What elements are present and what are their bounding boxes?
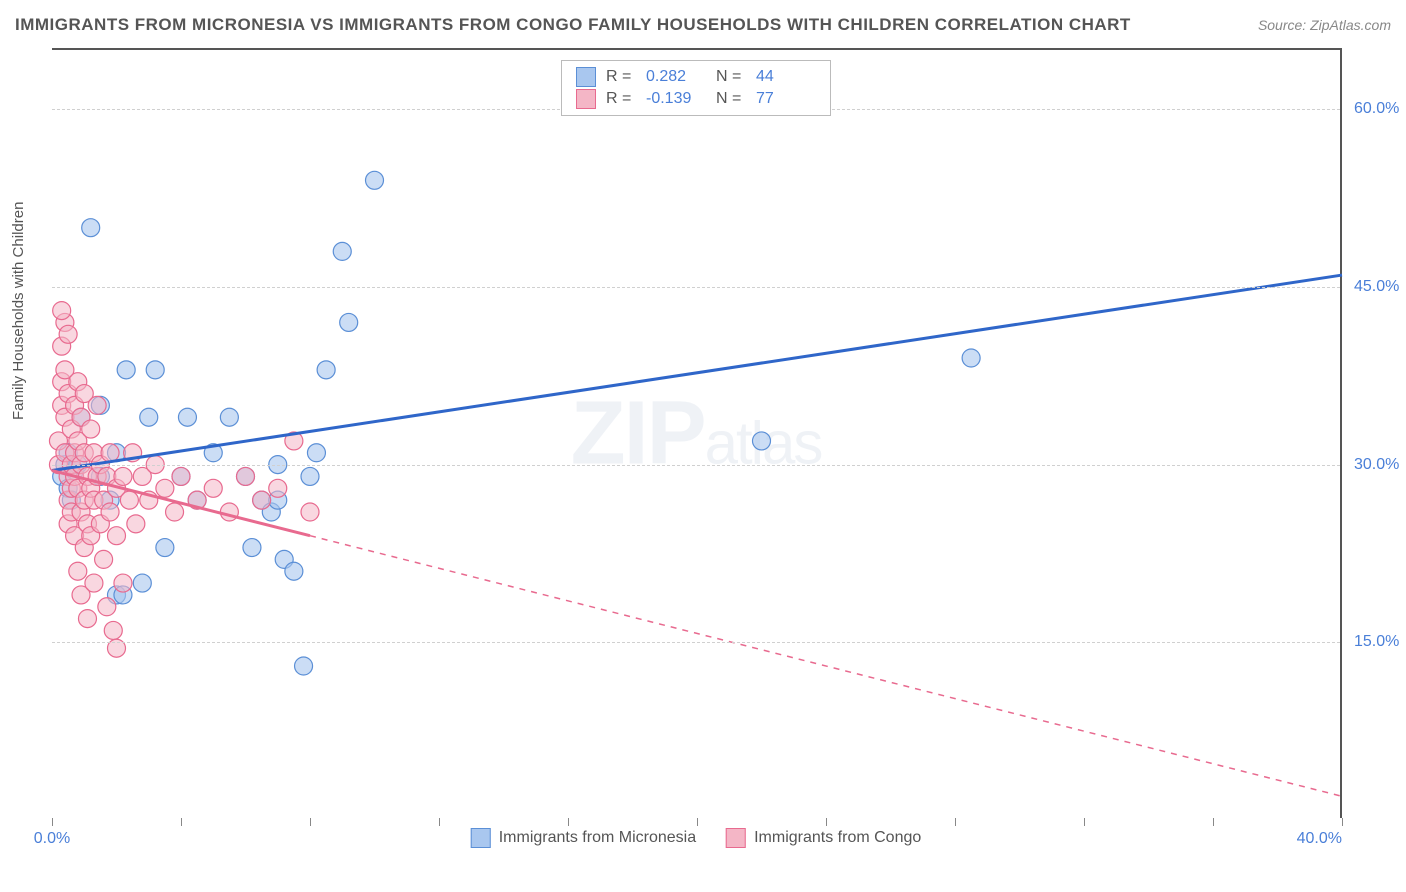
data-point xyxy=(172,467,190,485)
data-point xyxy=(59,325,77,343)
data-point xyxy=(117,361,135,379)
data-point xyxy=(220,408,238,426)
x-tick xyxy=(697,818,698,826)
chart-title: IMMIGRANTS FROM MICRONESIA VS IMMIGRANTS… xyxy=(15,15,1131,35)
data-point xyxy=(178,408,196,426)
swatch-icon xyxy=(726,828,746,848)
series-legend: Immigrants from Micronesia Immigrants fro… xyxy=(471,828,922,848)
swatch-icon xyxy=(576,89,596,109)
x-tick xyxy=(52,818,53,826)
data-point xyxy=(269,479,287,497)
x-tick xyxy=(310,818,311,826)
y-axis-label: Family Households with Children xyxy=(10,202,27,420)
stats-row: R = -0.139 N = 77 xyxy=(576,89,816,109)
chart-plot-area: ZIPatlas R =0.282N =44R =-0.139N =77 Imm… xyxy=(52,48,1342,818)
legend-label: Immigrants from Congo xyxy=(754,829,921,847)
gridline xyxy=(52,465,1340,466)
trend-line-ext xyxy=(310,536,1342,797)
n-value: 77 xyxy=(756,90,816,108)
data-point xyxy=(114,574,132,592)
data-point xyxy=(237,467,255,485)
data-point xyxy=(114,467,132,485)
data-point xyxy=(104,621,122,639)
x-tick-label: 40.0% xyxy=(1297,830,1342,848)
legend-item: Immigrants from Micronesia xyxy=(471,828,696,848)
data-point xyxy=(301,503,319,521)
x-tick xyxy=(955,818,956,826)
data-point xyxy=(204,479,222,497)
data-point xyxy=(333,242,351,260)
n-label: N = xyxy=(716,90,746,108)
data-point xyxy=(295,657,313,675)
data-point xyxy=(82,219,100,237)
x-tick-label: 0.0% xyxy=(34,830,70,848)
x-tick xyxy=(439,818,440,826)
y-tick-label: 15.0% xyxy=(1344,633,1399,651)
y-tick-label: 60.0% xyxy=(1344,100,1399,118)
data-point xyxy=(366,171,384,189)
n-label: N = xyxy=(716,68,746,86)
data-point xyxy=(127,515,145,533)
data-point xyxy=(753,432,771,450)
x-tick xyxy=(1084,818,1085,826)
data-point xyxy=(146,361,164,379)
data-point xyxy=(156,539,174,557)
data-point xyxy=(253,491,271,509)
data-point xyxy=(243,539,261,557)
swatch-icon xyxy=(576,67,596,87)
legend-item: Immigrants from Congo xyxy=(726,828,921,848)
y-tick-label: 45.0% xyxy=(1344,278,1399,296)
data-point xyxy=(108,527,126,545)
r-value: -0.139 xyxy=(646,90,706,108)
data-point xyxy=(133,574,151,592)
data-point xyxy=(82,420,100,438)
y-tick-label: 30.0% xyxy=(1344,456,1399,474)
data-point xyxy=(307,444,325,462)
gridline xyxy=(52,287,1340,288)
data-point xyxy=(340,313,358,331)
r-label: R = xyxy=(606,68,636,86)
legend-label: Immigrants from Micronesia xyxy=(499,829,696,847)
source-label: Source: ZipAtlas.com xyxy=(1258,17,1391,33)
data-point xyxy=(98,598,116,616)
trend-line xyxy=(52,275,1342,470)
data-point xyxy=(140,408,158,426)
r-value: 0.282 xyxy=(646,68,706,86)
data-point xyxy=(69,562,87,580)
data-point xyxy=(285,562,303,580)
data-point xyxy=(301,467,319,485)
data-point xyxy=(85,574,103,592)
gridline xyxy=(52,642,1340,643)
data-point xyxy=(78,610,96,628)
x-tick xyxy=(181,818,182,826)
data-point xyxy=(101,503,119,521)
data-point xyxy=(156,479,174,497)
scatter-plot-svg xyxy=(52,50,1340,818)
data-point xyxy=(101,444,119,462)
data-point xyxy=(53,302,71,320)
stats-legend: R = 0.282 N = 44 R = -0.139 N = 77 xyxy=(561,60,831,116)
data-point xyxy=(166,503,184,521)
data-point xyxy=(95,550,113,568)
data-point xyxy=(962,349,980,367)
data-point xyxy=(317,361,335,379)
x-tick xyxy=(1213,818,1214,826)
n-value: 44 xyxy=(756,68,816,86)
stats-row: R = 0.282 N = 44 xyxy=(576,67,816,87)
r-label: R = xyxy=(606,90,636,108)
data-point xyxy=(120,491,138,509)
x-tick xyxy=(826,818,827,826)
x-tick xyxy=(1342,818,1343,826)
swatch-icon xyxy=(471,828,491,848)
x-tick xyxy=(568,818,569,826)
data-point xyxy=(88,396,106,414)
